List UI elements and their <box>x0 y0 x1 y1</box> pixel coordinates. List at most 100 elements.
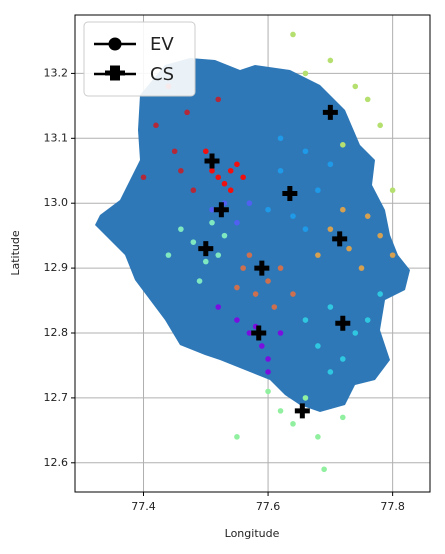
ev-point <box>302 226 309 232</box>
ev-point <box>215 174 222 181</box>
ev-point <box>277 330 284 336</box>
ev-point <box>364 96 371 103</box>
ev-point <box>327 57 334 64</box>
legend-label: CS <box>150 64 174 85</box>
ev-point <box>277 408 284 414</box>
ev-point <box>364 317 371 323</box>
ev-point <box>265 278 271 284</box>
x-tick-label: 77.6 <box>256 500 281 513</box>
cs-marker <box>282 185 298 201</box>
legend-marker <box>105 65 125 81</box>
ev-point <box>302 70 309 77</box>
ev-point <box>352 83 359 90</box>
ev-point <box>358 265 365 271</box>
cs-marker <box>251 325 267 341</box>
ev-point <box>178 226 184 232</box>
y-tick-label: 13.1 <box>44 131 69 144</box>
ev-point <box>327 226 334 232</box>
ev-point <box>202 148 209 155</box>
legend: EV CS <box>83 21 196 97</box>
ev-point <box>234 219 240 226</box>
ev-point <box>190 239 197 245</box>
cs-marker <box>213 202 229 218</box>
y-tick-label: 12.6 <box>44 456 69 469</box>
ev-point <box>377 291 383 297</box>
legend-box <box>83 21 196 97</box>
cs-marker <box>335 315 351 331</box>
cs-marker <box>254 260 270 276</box>
ev-point <box>327 304 334 310</box>
x-tick-label: 77.4 <box>131 500 156 513</box>
ev-point <box>377 122 383 129</box>
x-tick-label: 77.8 <box>380 500 405 513</box>
ev-point <box>315 343 321 349</box>
ev-point <box>277 135 284 142</box>
y-axis-title: Latitude <box>9 230 22 276</box>
ev-point <box>265 356 271 362</box>
ev-point <box>340 141 346 148</box>
ev-point <box>234 317 240 323</box>
ev-point <box>221 180 228 187</box>
ev-point <box>184 109 190 116</box>
ev-point <box>315 252 321 258</box>
ev-point <box>202 258 209 265</box>
ev-point <box>215 96 222 103</box>
y-tick-label: 12.9 <box>44 261 69 274</box>
ev-point <box>265 388 271 395</box>
ev-point <box>209 206 215 213</box>
x-axis-title: Longitude <box>225 527 280 540</box>
ev-point <box>252 291 259 297</box>
ev-point <box>190 187 197 194</box>
ev-point <box>227 187 234 194</box>
ev-point <box>277 265 284 271</box>
ev-point <box>377 232 383 239</box>
ev-point <box>290 291 296 297</box>
ev-point <box>265 369 271 375</box>
cs-marker <box>294 403 310 419</box>
ev-point <box>171 148 178 155</box>
ev-point <box>271 304 278 310</box>
marks <box>140 31 396 473</box>
y-tick-label: 13.0 <box>44 196 69 209</box>
ev-point <box>340 206 346 213</box>
ev-point <box>221 232 228 239</box>
y-tick-label: 13.2 <box>44 66 69 79</box>
ev-point <box>389 252 396 258</box>
ev-point <box>302 317 309 323</box>
y-tick-label: 12.8 <box>44 326 69 339</box>
cs-marker <box>332 231 348 247</box>
ev-point <box>352 330 359 336</box>
ev-point <box>240 174 246 181</box>
ev-point <box>340 414 346 421</box>
ev-point <box>389 187 396 194</box>
ev-point <box>234 161 240 168</box>
cs-marker <box>198 241 214 257</box>
ev-point <box>346 245 352 252</box>
ev-point <box>265 206 271 213</box>
ev-point <box>215 304 222 310</box>
ev-point <box>234 434 240 440</box>
cs-marker <box>204 153 220 169</box>
ev-point <box>290 213 296 219</box>
ev-point <box>165 252 172 258</box>
ev-point <box>290 31 296 38</box>
ev-point <box>240 265 246 271</box>
ev-point <box>302 395 309 401</box>
ev-point <box>196 278 203 284</box>
ev-point <box>340 356 346 362</box>
ev-point <box>302 148 309 155</box>
ev-point <box>140 174 147 181</box>
ev-point <box>246 252 253 258</box>
ev-point <box>315 434 321 440</box>
ev-point <box>227 167 234 174</box>
legend-marker <box>108 37 122 51</box>
y-tick-label: 12.7 <box>44 391 69 404</box>
ev-point <box>246 200 253 207</box>
ev-point <box>178 167 184 174</box>
ev-point <box>327 161 334 168</box>
map-region <box>95 58 410 412</box>
ev-point <box>209 167 215 174</box>
ev-point <box>234 284 240 291</box>
ev-point <box>153 122 159 129</box>
